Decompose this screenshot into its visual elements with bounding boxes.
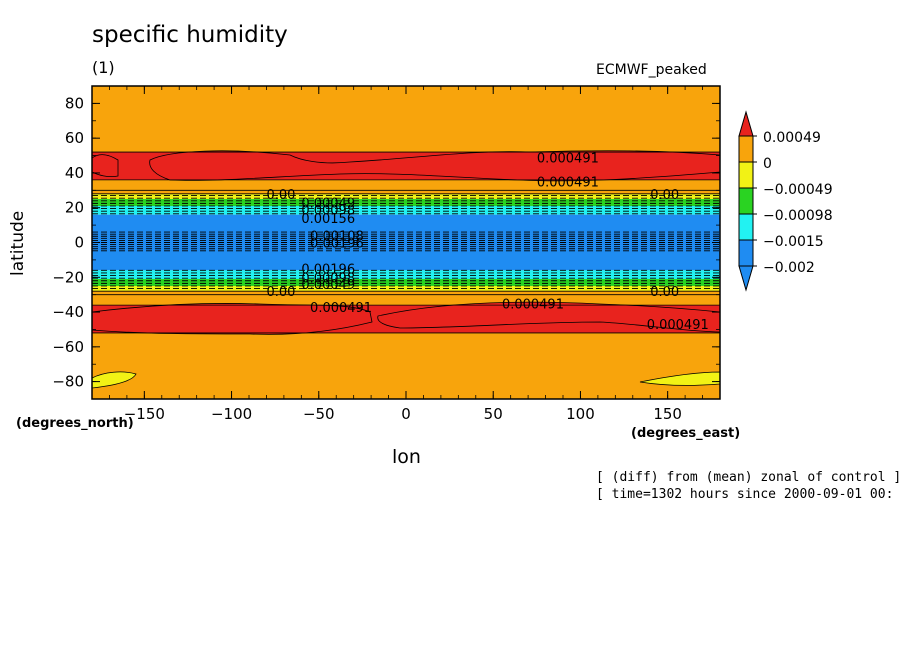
y-tick-label: −80 [52,373,84,391]
band-5 [92,205,720,215]
chart-unit-label: (1) [92,58,115,77]
band-2 [92,179,720,194]
band-8 [92,279,720,286]
contour-label: 0.00108 [310,230,364,245]
band-9 [92,285,720,292]
contour-label: 0.000491 [537,176,599,191]
contour-label: 0.000491 [647,318,709,333]
contour-label: 0.00 [266,285,295,300]
colorbar-bottom-triangle [738,265,754,292]
y-tick-label: 20 [65,199,84,217]
x-axis-unit-label: (degrees_east) [631,426,741,441]
y-tick-label: −20 [52,268,84,286]
colorbar-segment-3 [738,213,754,241]
contour-label: 0.00 [266,188,295,203]
x-axis-label: lon [392,446,421,468]
y-tick-label: −60 [52,338,84,356]
colorbar-segment-4 [738,239,754,267]
time-note: [ time=1302 hours since 2000-09-01 00: [596,487,894,502]
contour-label: 0.00049 [301,278,355,293]
x-tick-label: −150 [124,405,165,423]
southern-red-lobe-left [91,303,373,335]
band-0 [92,86,720,153]
contour-label: 0.000491 [310,301,372,316]
contour-label: 0.00 [650,285,679,300]
colorbar-segment-2 [738,187,754,215]
y-tick-label: 60 [65,129,84,147]
y-tick-label: −40 [52,303,84,321]
y-axis-unit-label: (degrees_north) [16,416,134,431]
colorbar-label: −0.00098 [763,208,833,224]
contour-label: 0.000491 [502,297,564,312]
colorbar-segment-1 [738,161,754,189]
band-10 [92,291,720,306]
x-tick-label: −100 [211,405,252,423]
contour-label: 0.00 [650,188,679,203]
y-tick-label: 40 [65,164,84,182]
x-tick-label: 0 [401,405,411,423]
colorbar-label: −0.0015 [763,234,824,250]
x-tick-label: −50 [303,405,335,423]
southern-yellow-patch-left [91,371,137,389]
band-3 [92,193,720,200]
chart-title: specific humidity [92,22,288,48]
x-tick-label: 50 [484,405,503,423]
x-tick-label: 150 [653,405,682,423]
contour-label: 0.00196 [301,263,355,278]
contour-label: 0.000491 [537,151,599,166]
colorbar-label: 0.00049 [763,130,821,146]
northern-red-lobe-left [91,154,119,178]
contour-label: 0.00156 [301,212,355,227]
colorbar-segment-0 [738,135,754,163]
dataset-label: ECMWF_peaked [596,62,707,78]
contour-label: 0.00196 [310,237,364,252]
y-tick-label: 0 [74,234,84,252]
colorbar-label: −0.002 [763,260,815,276]
contour-label: 0.00098 [301,203,355,218]
colorbar-label: 0 [763,156,772,172]
y-tick-label: 80 [65,94,84,112]
band-12 [92,332,720,399]
band-7 [92,270,720,280]
diff-note: [ (diff) from (mean) zonal of control ] [596,470,902,485]
contour-label: 0.00049 [301,197,355,212]
contour-label: 0.00098 [301,271,355,286]
southern-red-lobe-right [377,301,721,333]
band-4 [92,199,720,206]
colorbar-label: −0.00049 [763,182,833,198]
colorbar-top-triangle [738,110,754,137]
x-tick-label: 100 [566,405,595,423]
